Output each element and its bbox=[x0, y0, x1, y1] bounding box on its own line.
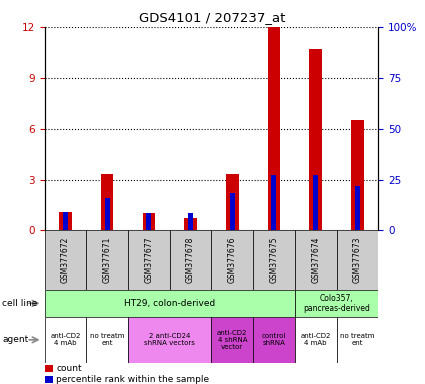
Text: control
shRNA: control shRNA bbox=[262, 333, 286, 346]
Text: anti-CD2
4 mAb: anti-CD2 4 mAb bbox=[300, 333, 331, 346]
Text: 2 anti-CD24
shRNA vectors: 2 anti-CD24 shRNA vectors bbox=[144, 333, 195, 346]
Text: Colo357,
pancreas-derived: Colo357, pancreas-derived bbox=[303, 294, 370, 313]
Bar bbox=[253, 230, 295, 290]
Bar bbox=[295, 290, 378, 317]
Text: count: count bbox=[56, 364, 82, 373]
Text: GSM377676: GSM377676 bbox=[228, 237, 237, 283]
Bar bbox=[188, 213, 193, 230]
Bar bbox=[86, 230, 128, 290]
Bar bbox=[309, 49, 322, 230]
Bar bbox=[230, 193, 235, 230]
Bar bbox=[45, 376, 53, 383]
Bar bbox=[184, 218, 197, 230]
Text: GDS4101 / 207237_at: GDS4101 / 207237_at bbox=[139, 12, 286, 25]
Text: agent: agent bbox=[2, 335, 28, 344]
Text: GSM377674: GSM377674 bbox=[311, 237, 320, 283]
Bar bbox=[86, 317, 128, 363]
Bar bbox=[146, 213, 151, 230]
Text: no treatm
ent: no treatm ent bbox=[90, 333, 125, 346]
Bar bbox=[337, 230, 378, 290]
Text: GSM377678: GSM377678 bbox=[186, 237, 195, 283]
Bar bbox=[226, 174, 238, 230]
Text: GSM377672: GSM377672 bbox=[61, 237, 70, 283]
Text: GSM377671: GSM377671 bbox=[103, 237, 112, 283]
Text: GSM377675: GSM377675 bbox=[269, 237, 278, 283]
Text: GSM377677: GSM377677 bbox=[144, 237, 153, 283]
Bar bbox=[211, 317, 253, 363]
Bar bbox=[128, 317, 211, 363]
Bar bbox=[337, 317, 378, 363]
Bar bbox=[101, 174, 113, 230]
Bar bbox=[45, 365, 53, 372]
Bar bbox=[59, 212, 72, 230]
Text: anti-CD2
4 mAb: anti-CD2 4 mAb bbox=[50, 333, 81, 346]
Bar bbox=[355, 185, 360, 230]
Text: anti-CD2
4 shRNA
vector: anti-CD2 4 shRNA vector bbox=[217, 330, 247, 350]
Bar bbox=[295, 317, 337, 363]
Bar bbox=[272, 175, 277, 230]
Bar bbox=[45, 290, 295, 317]
Bar bbox=[268, 27, 280, 230]
Text: GSM377673: GSM377673 bbox=[353, 237, 362, 283]
Text: HT29, colon-derived: HT29, colon-derived bbox=[124, 299, 215, 308]
Bar bbox=[143, 213, 155, 230]
Bar bbox=[45, 317, 86, 363]
Text: percentile rank within the sample: percentile rank within the sample bbox=[56, 375, 210, 384]
Bar bbox=[128, 230, 170, 290]
Bar bbox=[63, 212, 68, 230]
Bar bbox=[211, 230, 253, 290]
Bar bbox=[45, 230, 86, 290]
Bar bbox=[105, 198, 110, 230]
Bar bbox=[351, 120, 364, 230]
Bar bbox=[253, 317, 295, 363]
Text: cell line: cell line bbox=[2, 299, 37, 308]
Bar bbox=[295, 230, 337, 290]
Bar bbox=[170, 230, 211, 290]
Text: no treatm
ent: no treatm ent bbox=[340, 333, 375, 346]
Bar bbox=[313, 175, 318, 230]
